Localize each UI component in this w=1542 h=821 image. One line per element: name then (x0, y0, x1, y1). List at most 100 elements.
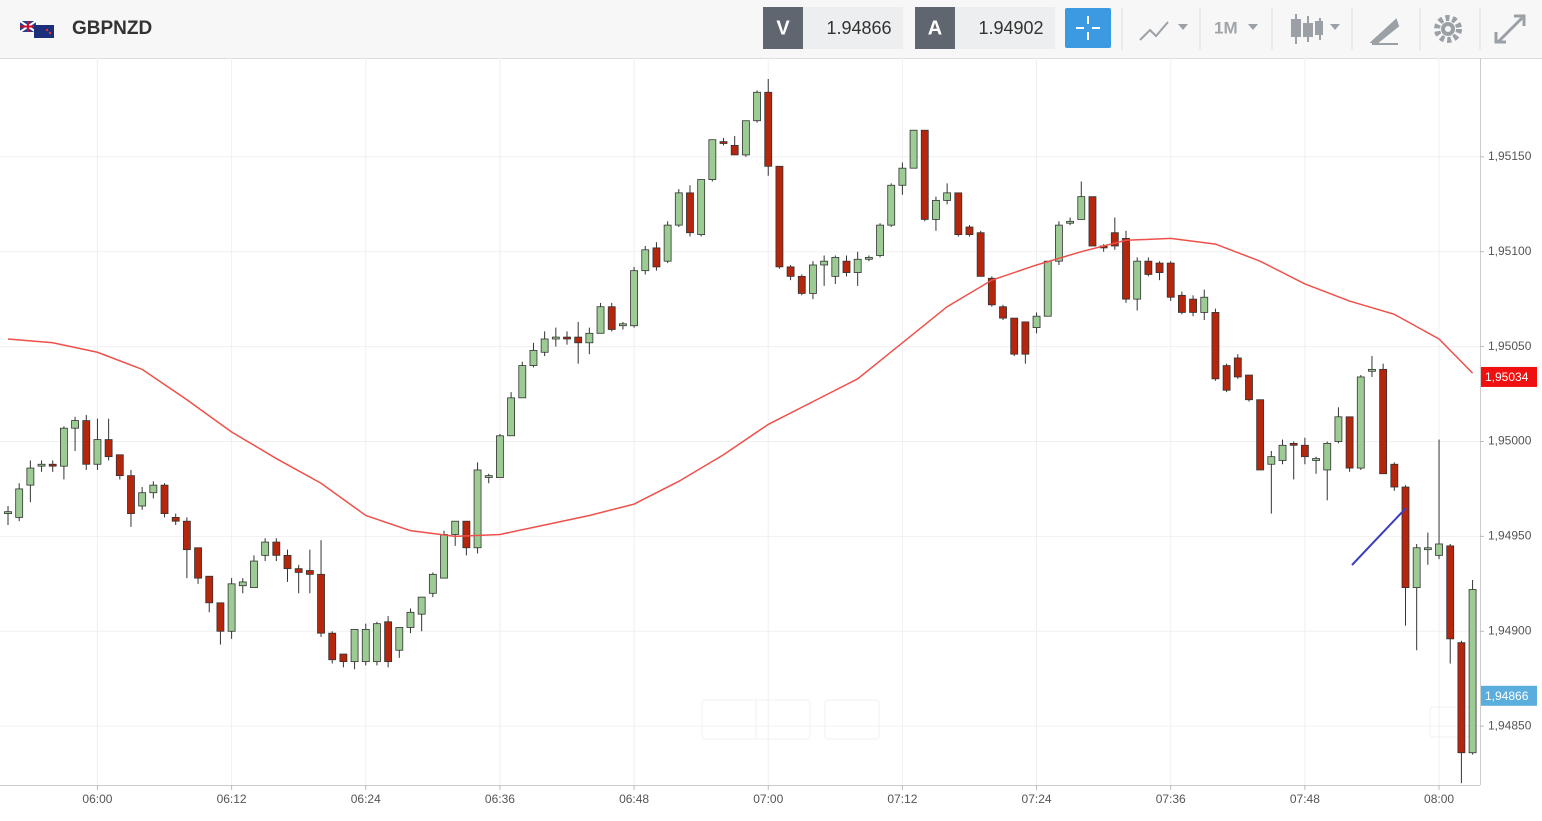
x-tick-label: 08:00 (1424, 792, 1454, 806)
x-tick-label: 06:48 (619, 792, 649, 806)
candle-body (987, 277, 996, 306)
candle-body (1233, 357, 1242, 378)
caret (1178, 24, 1188, 30)
settings-icon[interactable] (1434, 15, 1462, 43)
candle-body (585, 332, 594, 344)
candle-body (607, 306, 616, 330)
candle-body (741, 120, 750, 156)
candle-body (1446, 545, 1455, 640)
candle-body (943, 192, 952, 201)
candle-body (1267, 456, 1276, 465)
candle-body (1200, 296, 1209, 313)
candle-body (730, 145, 739, 156)
candle-body (574, 336, 583, 344)
x-tick-label: 07:12 (887, 792, 917, 806)
price-badge (1481, 366, 1537, 387)
x-tick-label: 06:00 (82, 792, 112, 806)
candle-body (1368, 368, 1376, 372)
symbol: GBPNZD (72, 18, 152, 39)
candle-body (1300, 444, 1309, 458)
candle-body (1412, 547, 1421, 589)
candle-body (361, 628, 370, 663)
candle-body (596, 306, 605, 334)
candle-body (1010, 317, 1019, 355)
candle-body (1211, 312, 1220, 380)
candle-body (965, 226, 974, 236)
candle-body (26, 467, 35, 486)
candle-body (305, 570, 314, 575)
x-tick-label: 07:36 (1156, 792, 1186, 806)
price-badge (1481, 685, 1537, 706)
candle-body (1289, 442, 1298, 446)
candle-body (15, 488, 24, 518)
ask-price: 1.94902 (978, 18, 1043, 38)
moving-average (7, 237, 1474, 538)
candle-body (473, 469, 482, 549)
candle-body (37, 463, 46, 467)
candle-body (652, 247, 661, 268)
bid-label: V (776, 17, 790, 39)
candle-body (1122, 238, 1130, 300)
candle-body (674, 192, 683, 226)
candle-body (630, 270, 638, 327)
candle-body (350, 628, 359, 663)
candle-body (462, 520, 471, 549)
trend-line[interactable] (1351, 507, 1407, 566)
candle-body (127, 475, 135, 514)
price-badge-label: 1,94866 (1485, 689, 1529, 703)
ask-button[interactable] (915, 7, 955, 49)
candle-body (1133, 260, 1142, 300)
candle-body (1222, 365, 1231, 391)
candle-body (540, 338, 549, 353)
candle-body (1468, 589, 1477, 754)
candle-body (71, 420, 79, 429)
candle-body (686, 192, 694, 234)
candle-body (496, 435, 504, 478)
candle-body (842, 260, 851, 273)
candle-body (194, 547, 202, 579)
candle-body (619, 323, 627, 327)
x-tick-label: 06:36 (485, 792, 515, 806)
candles-icon[interactable] (1291, 14, 1323, 44)
candle-body (764, 91, 773, 167)
candle-body (317, 573, 325, 634)
candle-body (853, 258, 862, 273)
price-badge-label: 1,95034 (1485, 370, 1529, 384)
fullscreen-icon[interactable] (1494, 14, 1526, 44)
candle-body (250, 560, 258, 589)
candle-body (954, 192, 963, 236)
candle-body (551, 336, 560, 340)
ask-box (955, 7, 1055, 49)
timeframe[interactable]: 1M (1214, 18, 1238, 37)
candle-body (149, 484, 158, 494)
candle-body (216, 602, 225, 632)
candle-body (1401, 486, 1410, 589)
y-tick-label: 1,94900 (1488, 623, 1532, 637)
candle-body (182, 520, 191, 551)
candle-body (786, 266, 795, 277)
draw-icon[interactable] (1369, 18, 1400, 45)
candle-body (1178, 294, 1186, 313)
chart-type-icon[interactable] (1139, 21, 1169, 41)
candle-body (697, 179, 706, 236)
candle-body (831, 256, 840, 277)
candle-body (1166, 262, 1175, 298)
candle-body (976, 232, 985, 277)
candle-body (82, 420, 91, 465)
candle-body (563, 336, 571, 340)
crosshair-button[interactable] (1065, 8, 1111, 48)
candle-body (876, 224, 884, 256)
candle-body (1323, 442, 1332, 471)
candle-body (641, 249, 650, 272)
caret (1248, 24, 1258, 30)
bid-button[interactable] (763, 7, 803, 49)
candle-body (104, 439, 113, 458)
candle-body (48, 463, 57, 467)
candle-body (60, 427, 68, 467)
candle-body (395, 627, 404, 651)
candle-body (272, 541, 281, 556)
y-tick-label: 1,95050 (1488, 339, 1532, 353)
candle-body (171, 516, 180, 522)
candle-body (932, 200, 940, 220)
